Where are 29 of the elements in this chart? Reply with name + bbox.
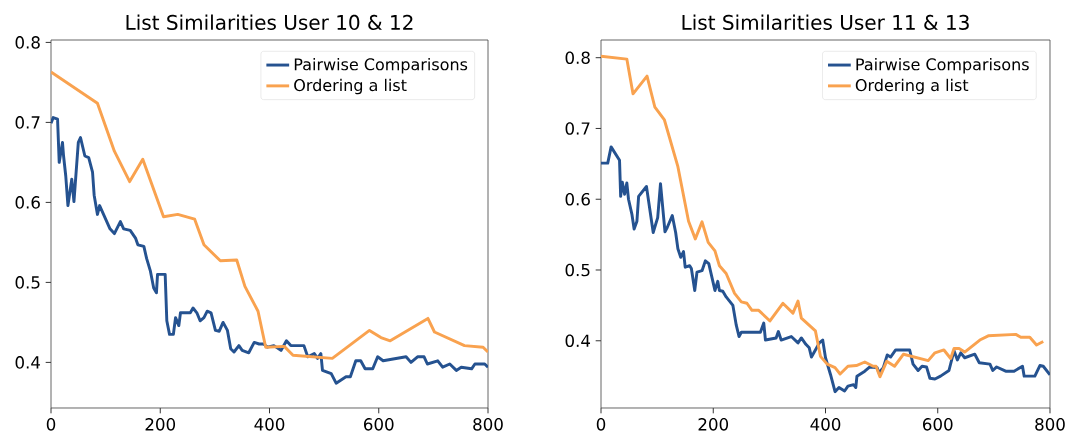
line-series xyxy=(601,145,1050,394)
legend-label: Ordering a list xyxy=(294,78,407,95)
x-tick-label: 200 xyxy=(698,418,729,431)
y-tick-label: 0.8 xyxy=(15,36,40,49)
x-tick-label: 0 xyxy=(596,418,606,431)
x-tick-label: 200 xyxy=(145,418,176,431)
y-tick-label: 0.7 xyxy=(15,116,40,129)
legend-label: Pairwise Comparisons xyxy=(294,57,468,74)
x-tick-label: 400 xyxy=(254,418,285,431)
x-tick-label: 0 xyxy=(46,418,56,431)
x-tick-label: 800 xyxy=(473,418,503,431)
x-tick-label: 800 xyxy=(1035,418,1065,431)
x-tick-label: 600 xyxy=(923,418,953,431)
y-tick-label: 0.4 xyxy=(565,334,591,348)
y-tick-label: 0.6 xyxy=(15,196,40,209)
y-tick-label: 0.8 xyxy=(565,51,590,64)
legend-label: Pairwise Comparisons xyxy=(856,57,1029,74)
y-tick-label: 0.5 xyxy=(565,263,590,277)
line-series xyxy=(51,116,488,385)
chart-title: List Similarities User 10 & 12 xyxy=(126,14,413,30)
legend-label: Ordering a list xyxy=(855,78,969,95)
x-tick-label: 600 xyxy=(364,418,394,431)
line-series xyxy=(601,54,1045,379)
y-tick-label: 0.6 xyxy=(565,192,590,206)
y-tick-label: 0.5 xyxy=(15,276,40,289)
chart-title: List Similarities User 11 & 13 xyxy=(682,14,969,30)
y-tick-label: 0.4 xyxy=(15,356,41,369)
x-tick-label: 400 xyxy=(810,418,841,431)
y-tick-label: 0.7 xyxy=(565,122,590,135)
